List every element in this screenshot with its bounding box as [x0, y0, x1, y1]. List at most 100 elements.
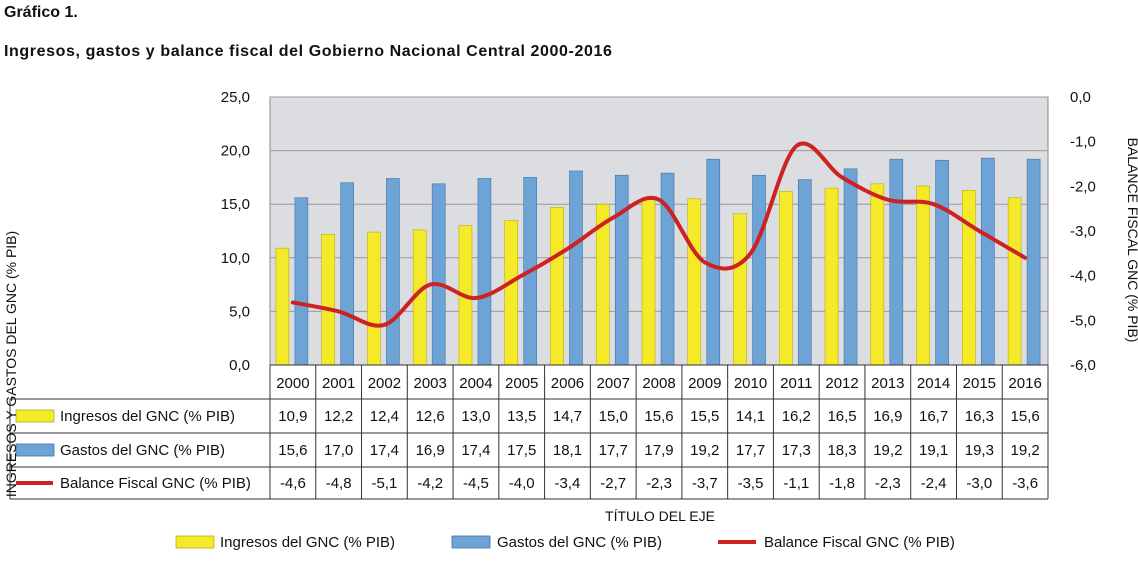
- table-cell: 14,1: [736, 408, 765, 425]
- table-cell: 16,9: [416, 442, 445, 459]
- x-category-label: 2015: [963, 375, 996, 392]
- bar-ingresos: [778, 191, 793, 366]
- x-category-label: 2001: [322, 375, 355, 392]
- table-cell: 16,7: [919, 408, 948, 425]
- table-cell: -2,4: [921, 475, 947, 492]
- table-cell: -4,8: [326, 475, 352, 492]
- table-cell: 15,6: [1011, 408, 1040, 425]
- axes: 0,0 5,0 10,0 15,0 20,0 25,0 -6,0 -5,0 -4,0 -3,0 -2…: [221, 89, 1096, 374]
- x-category-label: 2011: [780, 375, 812, 392]
- bar-ingresos: [504, 219, 519, 366]
- x-category-label: 2009: [688, 375, 721, 392]
- x-category-label: 2012: [825, 375, 858, 392]
- table-cell: 13,5: [507, 408, 536, 425]
- table-cell: 18,1: [553, 442, 582, 459]
- x-category-label: 2006: [551, 375, 584, 392]
- bar-gastos: [706, 158, 721, 366]
- table-row-label: Ingresos del GNC (% PIB): [60, 408, 235, 425]
- y2-tick-label: -5,0: [1070, 312, 1096, 329]
- y-tick-label: 10,0: [221, 250, 250, 267]
- table-cell: 17,5: [507, 442, 536, 459]
- legend-swatch-ingresos: [175, 535, 215, 549]
- table-cell: 15,5: [690, 408, 719, 425]
- y2-tick-label: 0,0: [1070, 89, 1091, 106]
- balance-line: [290, 141, 1028, 328]
- table-cell: 15,6: [644, 408, 673, 425]
- y-tick-label: 15,0: [221, 196, 250, 213]
- y2-tick-label: -6,0: [1070, 357, 1096, 374]
- bar-ingresos: [550, 207, 564, 366]
- bar-gastos: [797, 179, 812, 366]
- x-category-label: 2016: [1008, 375, 1041, 392]
- y-axis-label: INGRESOS Y GASTOS DEL GNC (% PIB): [3, 231, 19, 497]
- balance-line-layer: [290, 141, 1028, 328]
- legend-label-gastos: Gastos del GNC (% PIB): [497, 534, 662, 551]
- bar-ingresos: [1007, 197, 1022, 366]
- table-cell: 14,7: [553, 408, 582, 425]
- table-cell: -1,1: [783, 475, 809, 492]
- bar-gastos: [1026, 158, 1041, 366]
- bar-ingresos: [687, 198, 702, 366]
- table-cell: -3,7: [692, 475, 718, 492]
- bar-gastos: [386, 178, 400, 366]
- row-swatch-gastos: [15, 443, 55, 457]
- bar-ingresos: [275, 247, 290, 366]
- bar-gastos: [752, 174, 766, 366]
- bar-ingresos: [641, 197, 656, 366]
- data-table: 2000 2001 2002 2003 2004 2005 2006 2007 2008 2009…: [9, 364, 1049, 500]
- x-category-label: 2007: [597, 375, 630, 392]
- table-cell: -4,5: [463, 475, 489, 492]
- bar-gastos: [889, 158, 904, 366]
- legend-label-ingresos: Ingresos del GNC (% PIB): [220, 534, 395, 551]
- y-tick-label: 5,0: [229, 303, 250, 320]
- bar-gastos: [477, 178, 492, 366]
- x-category-label: 2003: [413, 375, 446, 392]
- bar-gastos: [294, 197, 309, 366]
- y2-axis-label: BALANCE FISCAL GNC (% PIB): [1125, 138, 1138, 343]
- table-cell: 13,0: [461, 408, 490, 425]
- table-cell: -5,1: [371, 475, 397, 492]
- table-cell: 17,4: [461, 442, 490, 459]
- table-cell: 19,2: [690, 442, 719, 459]
- bar-ingresos: [962, 189, 976, 366]
- table-cell: 12,6: [416, 408, 445, 425]
- table-cell: 19,2: [1011, 442, 1040, 459]
- table-cell: 12,2: [324, 408, 353, 425]
- table-cell: 12,4: [370, 408, 399, 425]
- table-cell: 16,9: [873, 408, 902, 425]
- table-cell: -2,3: [875, 475, 901, 492]
- chart-title: Ingresos, gastos y balance fiscal del Go…: [4, 43, 613, 60]
- table-cell: 10,9: [278, 408, 307, 425]
- table-cell: -2,3: [646, 475, 672, 492]
- table-cell: -3,4: [555, 475, 581, 492]
- bar-ingresos: [367, 231, 381, 366]
- table-cell: 15,6: [278, 442, 307, 459]
- table-cell: 17,4: [370, 442, 399, 459]
- table-cell: 17,9: [644, 442, 673, 459]
- x-category-label: 2014: [917, 375, 950, 392]
- table-cell: 17,7: [599, 442, 628, 459]
- table-cell: 17,3: [782, 442, 811, 459]
- table-cell: 18,3: [827, 442, 856, 459]
- x-category-label: 2000: [276, 375, 309, 392]
- table-cell: -1,8: [829, 475, 855, 492]
- table-cell: 19,3: [965, 442, 994, 459]
- y2-tick-label: -2,0: [1070, 178, 1096, 195]
- bar-ingresos: [916, 185, 930, 366]
- table-cell: 19,2: [873, 442, 902, 459]
- table-cell: -2,7: [600, 475, 626, 492]
- legend: Ingresos del GNC (% PIB) Gastos del GNC (…: [175, 534, 955, 551]
- table-cell: 16,5: [827, 408, 856, 425]
- table-cell: 17,7: [736, 442, 765, 459]
- bar-ingresos: [824, 187, 839, 366]
- y-tick-label: 25,0: [221, 89, 250, 106]
- table-cell: 15,0: [599, 408, 628, 425]
- bar-gastos: [431, 183, 446, 366]
- bar-ingresos: [733, 213, 747, 366]
- legend-label-balance: Balance Fiscal GNC (% PIB): [764, 534, 955, 551]
- bar-gastos: [569, 170, 583, 366]
- x-category-label: 2002: [368, 375, 401, 392]
- legend-swatch-gastos: [451, 535, 491, 549]
- table-row-label: Balance Fiscal GNC (% PIB): [60, 475, 251, 492]
